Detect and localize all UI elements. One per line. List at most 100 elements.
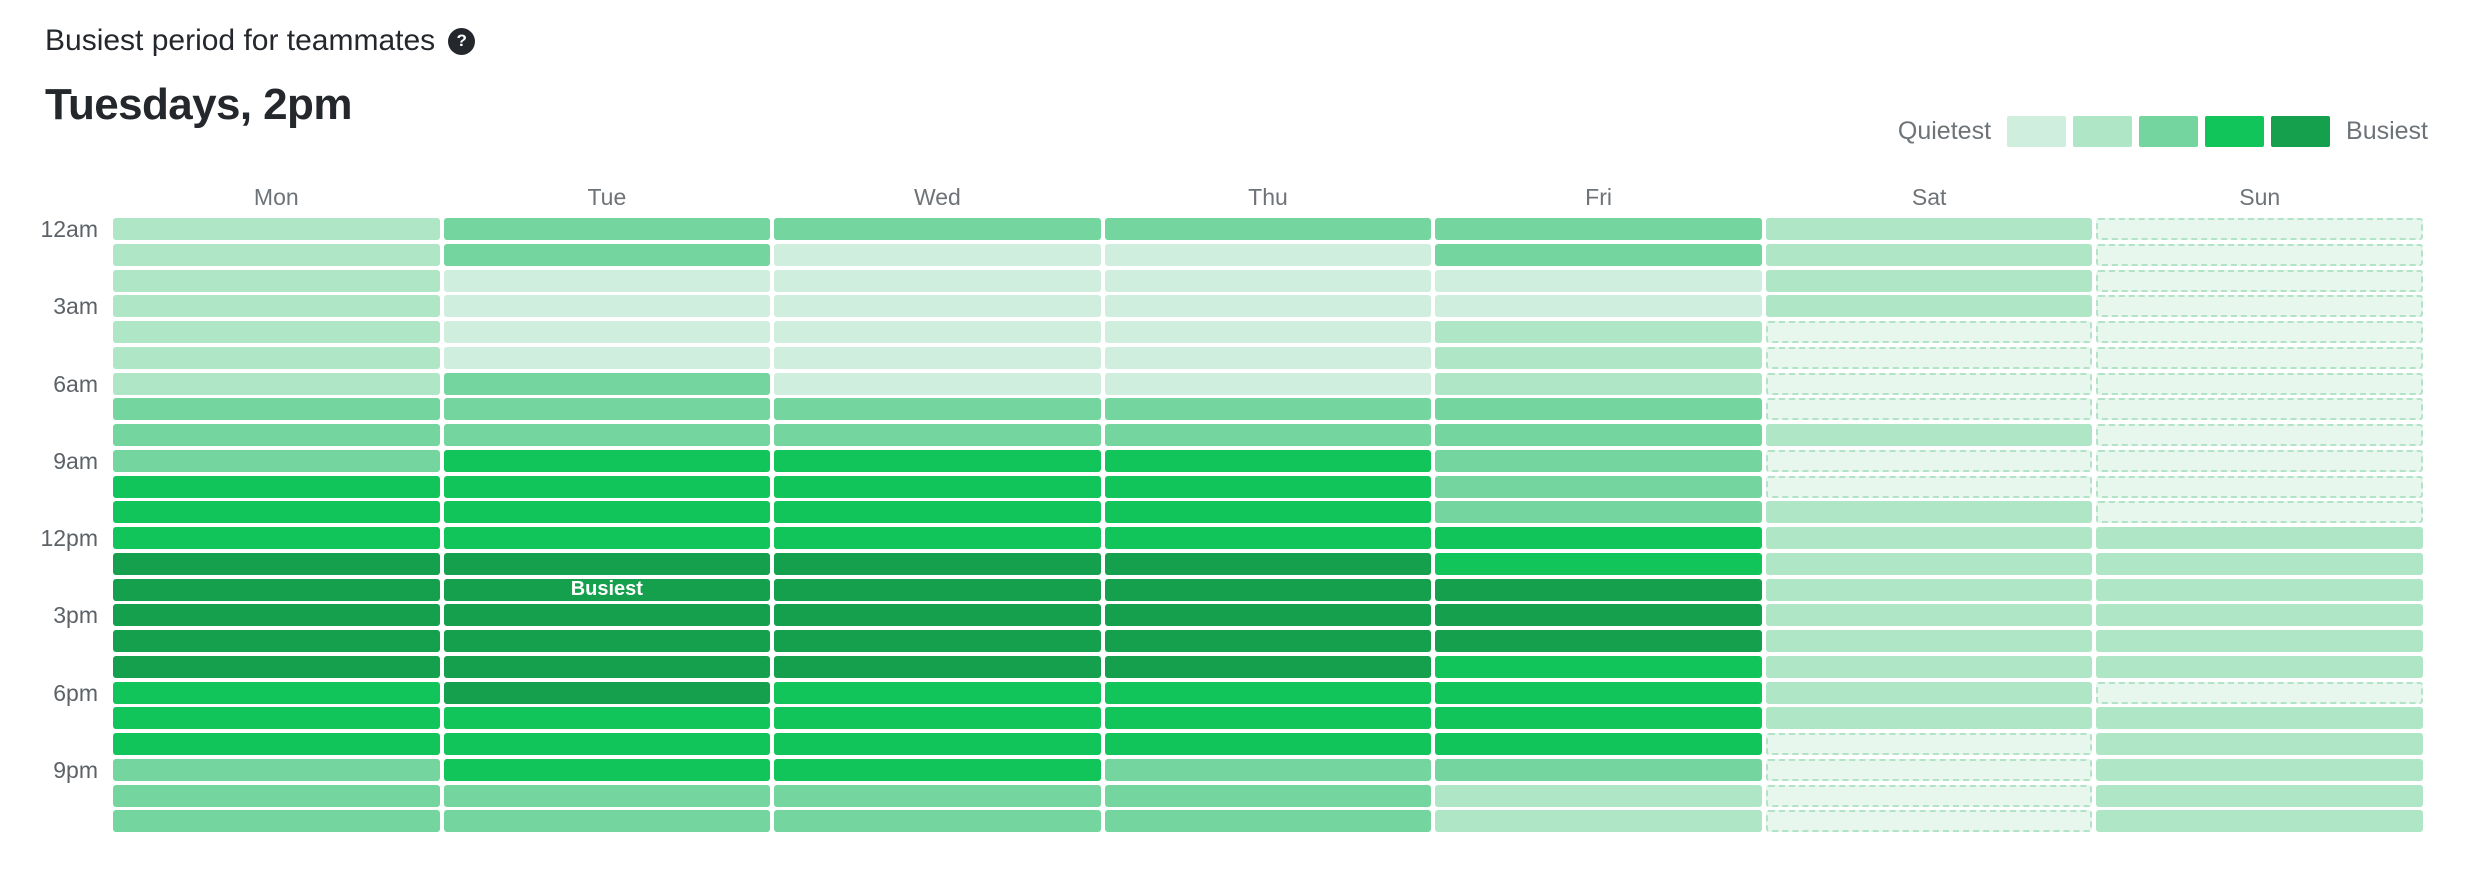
heatmap-cell[interactable] [774, 758, 1101, 781]
heatmap-cell[interactable] [1435, 707, 1762, 730]
help-icon[interactable]: ? [448, 27, 476, 55]
heatmap-cell[interactable] [1435, 218, 1762, 240]
heatmap-cell[interactable] [1104, 243, 1432, 266]
heatmap-cell[interactable] [1765, 552, 2093, 575]
heatmap-cell[interactable] [2096, 733, 2423, 755]
heatmap-cell[interactable] [1104, 784, 1432, 807]
heatmap-cell[interactable] [774, 424, 1101, 446]
heatmap-cell[interactable] [443, 527, 771, 549]
heatmap-cell[interactable] [1435, 346, 1762, 369]
heatmap-cell[interactable] [113, 707, 440, 730]
heatmap-cell[interactable] [1765, 630, 2093, 652]
heatmap-cell[interactable] [1104, 218, 1432, 240]
heatmap-cell[interactable] [113, 733, 440, 755]
heatmap-cell[interactable]: Busiest [443, 578, 771, 601]
heatmap-cell[interactable] [1765, 681, 2093, 704]
heatmap-cell[interactable] [1765, 243, 2093, 266]
heatmap-cell[interactable] [1104, 733, 1432, 755]
heatmap-cell[interactable] [1104, 501, 1432, 524]
heatmap-cell[interactable] [1104, 707, 1432, 730]
heatmap-cell[interactable] [1435, 501, 1762, 524]
heatmap-cell[interactable] [1435, 372, 1762, 395]
heatmap-cell[interactable] [774, 449, 1101, 472]
heatmap-cell[interactable] [1104, 527, 1432, 549]
heatmap-cell[interactable] [2096, 243, 2423, 266]
heatmap-cell[interactable] [1435, 681, 1762, 704]
heatmap-cell[interactable] [774, 733, 1101, 755]
heatmap-cell[interactable] [1435, 295, 1762, 318]
heatmap-cell[interactable] [774, 552, 1101, 575]
heatmap-cell[interactable] [443, 733, 771, 755]
heatmap-cell[interactable] [1435, 449, 1762, 472]
heatmap-cell[interactable] [774, 243, 1101, 266]
heatmap-cell[interactable] [1765, 655, 2093, 678]
heatmap-cell[interactable] [113, 398, 440, 421]
heatmap-cell[interactable] [443, 604, 771, 627]
heatmap-cell[interactable] [1435, 655, 1762, 678]
heatmap-cell[interactable] [1765, 501, 2093, 524]
heatmap-cell[interactable] [113, 243, 440, 266]
heatmap-cell[interactable] [2096, 681, 2423, 704]
heatmap-cell[interactable] [443, 707, 771, 730]
heatmap-cell[interactable] [443, 810, 771, 833]
heatmap-cell[interactable] [443, 630, 771, 652]
heatmap-cell[interactable] [443, 398, 771, 421]
heatmap-cell[interactable] [113, 372, 440, 395]
heatmap-cell[interactable] [2096, 707, 2423, 730]
heatmap-cell[interactable] [1765, 758, 2093, 781]
heatmap-cell[interactable] [2096, 295, 2423, 318]
heatmap-cell[interactable] [2096, 346, 2423, 369]
heatmap-cell[interactable] [2096, 784, 2423, 807]
heatmap-cell[interactable] [774, 655, 1101, 678]
heatmap-cell[interactable] [113, 784, 440, 807]
heatmap-cell[interactable] [1435, 527, 1762, 549]
heatmap-cell[interactable] [443, 218, 771, 240]
heatmap-cell[interactable] [113, 501, 440, 524]
heatmap-cell[interactable] [443, 321, 771, 343]
heatmap-cell[interactable] [1765, 449, 2093, 472]
heatmap-cell[interactable] [774, 269, 1101, 292]
heatmap-cell[interactable] [443, 655, 771, 678]
heatmap-cell[interactable] [443, 784, 771, 807]
heatmap-cell[interactable] [774, 604, 1101, 627]
heatmap-cell[interactable] [443, 758, 771, 781]
heatmap-cell[interactable] [113, 346, 440, 369]
heatmap-cell[interactable] [1435, 733, 1762, 755]
heatmap-cell[interactable] [2096, 449, 2423, 472]
heatmap-cell[interactable] [443, 681, 771, 704]
heatmap-cell[interactable] [2096, 321, 2423, 343]
heatmap-cell[interactable] [1435, 424, 1762, 446]
heatmap-cell[interactable] [1104, 578, 1432, 601]
heatmap-cell[interactable] [443, 295, 771, 318]
heatmap-cell[interactable] [774, 527, 1101, 549]
heatmap-cell[interactable] [113, 655, 440, 678]
heatmap-cell[interactable] [2096, 501, 2423, 524]
heatmap-cell[interactable] [1765, 218, 2093, 240]
heatmap-cell[interactable] [2096, 604, 2423, 627]
heatmap-cell[interactable] [1104, 295, 1432, 318]
heatmap-cell[interactable] [774, 398, 1101, 421]
heatmap-cell[interactable] [443, 552, 771, 575]
heatmap-cell[interactable] [1104, 321, 1432, 343]
heatmap-cell[interactable] [774, 372, 1101, 395]
heatmap-cell[interactable] [1435, 810, 1762, 833]
heatmap-cell[interactable] [443, 243, 771, 266]
heatmap-cell[interactable] [1104, 449, 1432, 472]
heatmap-cell[interactable] [774, 630, 1101, 652]
heatmap-cell[interactable] [113, 681, 440, 704]
heatmap-cell[interactable] [2096, 269, 2423, 292]
heatmap-cell[interactable] [774, 707, 1101, 730]
heatmap-cell[interactable] [1765, 578, 2093, 601]
heatmap-cell[interactable] [1765, 475, 2093, 498]
heatmap-cell[interactable] [1765, 707, 2093, 730]
heatmap-cell[interactable] [774, 295, 1101, 318]
heatmap-cell[interactable] [443, 424, 771, 446]
heatmap-cell[interactable] [1104, 424, 1432, 446]
heatmap-cell[interactable] [113, 321, 440, 343]
heatmap-cell[interactable] [443, 372, 771, 395]
heatmap-cell[interactable] [1435, 398, 1762, 421]
heatmap-cell[interactable] [1104, 630, 1432, 652]
heatmap-cell[interactable] [1765, 784, 2093, 807]
heatmap-cell[interactable] [2096, 758, 2423, 781]
heatmap-cell[interactable] [1765, 295, 2093, 318]
